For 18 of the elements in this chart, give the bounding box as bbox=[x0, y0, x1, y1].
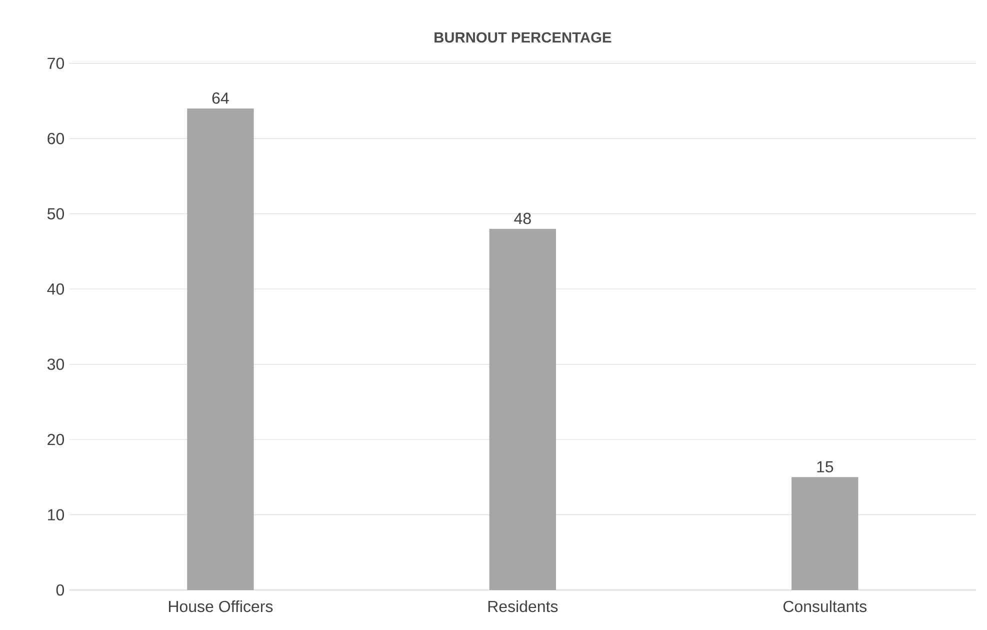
bar bbox=[489, 228, 556, 590]
y-tick-label: 20 bbox=[48, 434, 64, 446]
y-tick-label: 30 bbox=[47, 358, 64, 370]
y-tick-label: 10 bbox=[48, 509, 64, 520]
data-label: 48 bbox=[514, 212, 531, 224]
x-tick-label: House Officers bbox=[169, 600, 273, 612]
x-tick-label: Residents bbox=[488, 600, 558, 612]
bar bbox=[187, 108, 254, 590]
data-label: 64 bbox=[212, 92, 229, 104]
y-tick-label: 60 bbox=[48, 132, 64, 144]
y-tick-label: 40 bbox=[47, 283, 64, 295]
chart-title: BURNOUT PERCENTAGE bbox=[434, 32, 612, 43]
y-tick-label: 0 bbox=[56, 584, 64, 596]
y-tick-label: 50 bbox=[47, 208, 64, 220]
x-tick-label: Consultants bbox=[783, 600, 867, 612]
data-label: 15 bbox=[817, 461, 834, 472]
bar bbox=[792, 477, 858, 590]
y-tick-label: 70 bbox=[48, 58, 64, 69]
